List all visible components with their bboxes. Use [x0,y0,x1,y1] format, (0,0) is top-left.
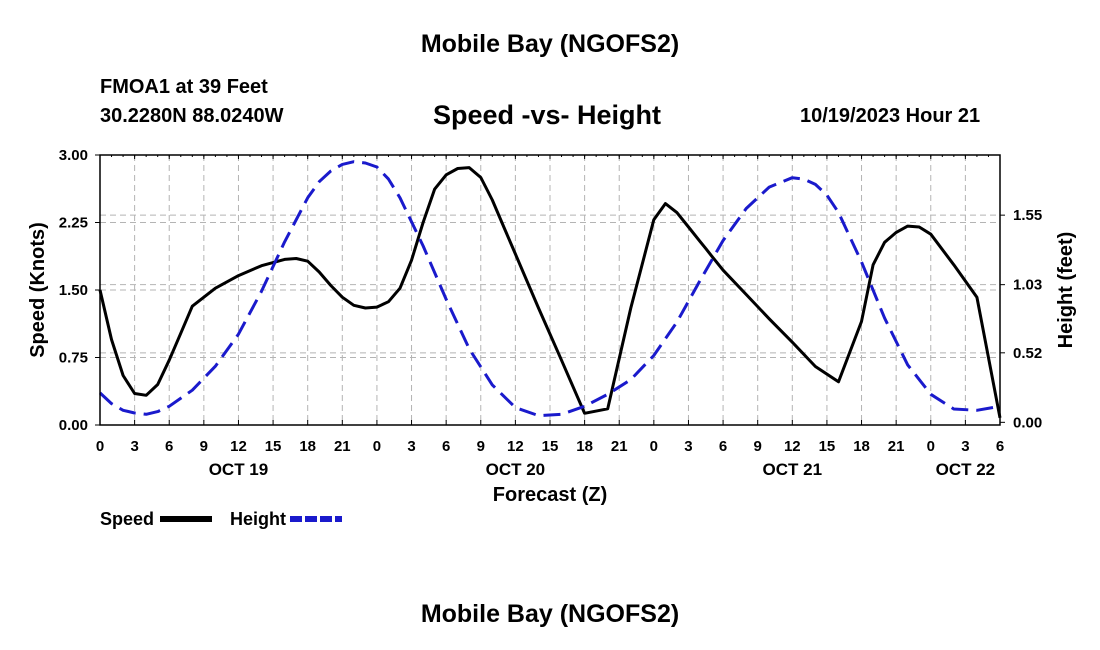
x-tick-label: 6 [165,438,173,455]
x-tick-label: 0 [373,438,381,455]
x-tick-label: 6 [442,438,450,455]
y-axis-right: 0.00 0.52 1.03 1.55 [1000,207,1042,431]
x-tick-label: 18 [576,438,593,455]
run-time-label: 10/19/2023 Hour 21 [800,105,981,127]
y-tick-label: 0.00 [59,417,88,434]
x-tick-label: 9 [477,438,485,455]
y-tick-label: 2.25 [59,215,88,232]
series-line-height [98,160,1001,418]
x-tick-label: 18 [299,438,316,455]
x-tick-label: 3 [407,438,415,455]
x-tick-label: 12 [507,438,524,455]
x-tick-label: 21 [611,438,628,455]
y2-tick-label: 1.55 [1013,207,1042,224]
x-tick-label: 0 [96,438,104,455]
x-tick-label: 15 [542,438,559,455]
y2-tick-label: 0.52 [1013,345,1042,362]
y2-tick-label: 1.03 [1013,277,1042,294]
legend-label-speed: Speed [100,509,154,529]
x-axis: 0 3 6 9 12 15 18 21 0 3 6 9 12 15 18 21 0 3 6 9 12 15 18 21 0 3 6O… [96,155,1004,479]
y-axis-left: 0.00 0.75 1.50 2.25 3.00 [59,147,100,434]
x-tick-label: 12 [784,438,801,455]
legend-label-height: Height [230,509,286,529]
x-tick-label: 9 [200,438,208,455]
x-tick-label: 3 [130,438,138,455]
x-tick-label: 21 [334,438,351,455]
x-tick-label: 3 [684,438,692,455]
grid-lines [100,155,1000,425]
y-tick-label: 3.00 [59,147,88,164]
x-tick-label: 3 [961,438,969,455]
y2-axis-label: Height (feet) [1055,232,1077,349]
x-tick-label: 18 [853,438,870,455]
x-tick-label: 15 [819,438,836,455]
chart-subtitle: Speed -vs- Height [433,100,662,130]
y-axis-label: Speed (Knots) [27,222,49,358]
series-lines [98,160,1002,419]
x-date-label: OCT 19 [209,460,269,479]
x-tick-label: 15 [265,438,282,455]
x-tick-label: 0 [927,438,935,455]
x-tick-label: 0 [650,438,658,455]
y-tick-label: 0.75 [59,350,88,367]
x-tick-label: 9 [754,438,762,455]
footer-title: Mobile Bay (NGOFS2) [420,600,680,628]
x-date-label: OCT 20 [486,460,546,479]
x-tick-label: 6 [719,438,727,455]
series-line-speed [98,166,1002,419]
legend: Speed Height [100,509,342,529]
main-title: Mobile Bay (NGOFS2) [420,30,680,58]
y2-tick-label: 0.00 [1013,414,1042,431]
coordinates-label: 30.2280N 88.0240W [100,105,284,127]
x-date-label: OCT 21 [763,460,823,479]
x-date-label: OCT 22 [936,460,996,479]
x-tick-label: 6 [996,438,1004,455]
x-tick-label: 12 [230,438,247,455]
x-tick-label: 21 [888,438,905,455]
station-label: FMOA1 at 39 Feet [100,76,268,98]
y-tick-label: 1.50 [59,282,88,299]
x-axis-label: Forecast (Z) [493,484,607,506]
